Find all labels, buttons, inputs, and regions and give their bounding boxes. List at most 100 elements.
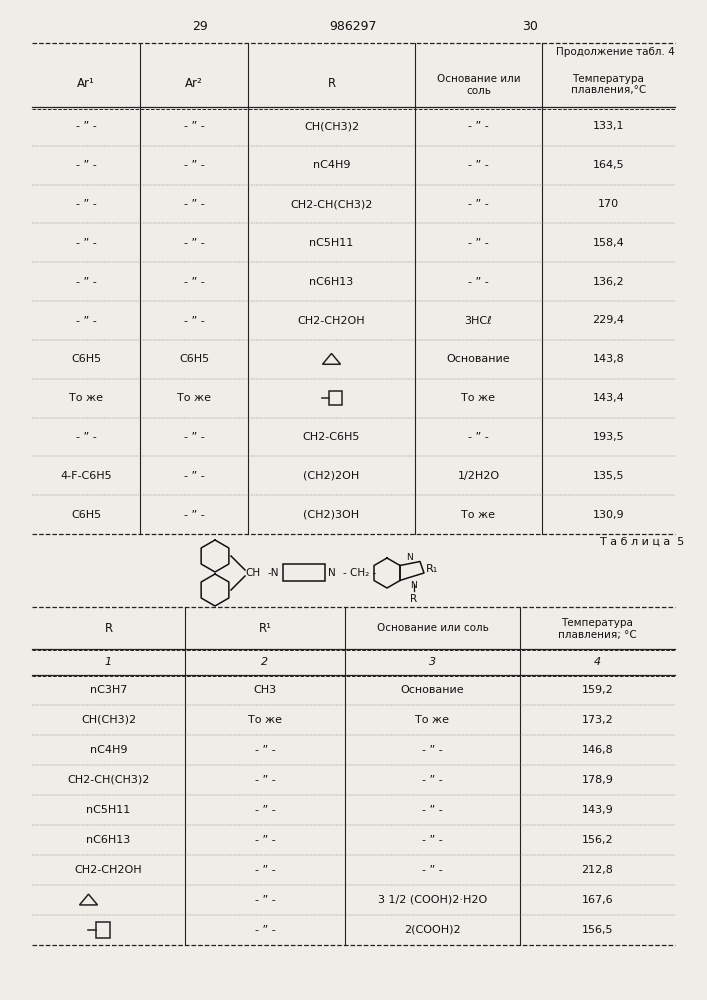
Text: То же: То же <box>462 393 496 403</box>
Text: - ” -: - ” - <box>184 160 204 170</box>
Text: nC5H11: nC5H11 <box>310 238 354 248</box>
Text: - ” -: - ” - <box>255 895 275 905</box>
Text: Ar²: Ar² <box>185 77 203 90</box>
Text: - ” -: - ” - <box>468 160 489 170</box>
Text: N: N <box>411 582 417 590</box>
Text: CH: CH <box>245 568 260 578</box>
Text: 2(COOH)2: 2(COOH)2 <box>404 925 461 935</box>
Text: - ” -: - ” - <box>76 238 96 248</box>
Text: То же: То же <box>69 393 103 403</box>
Text: 29: 29 <box>192 19 208 32</box>
Text: 156,5: 156,5 <box>582 925 613 935</box>
Text: - ” -: - ” - <box>468 277 489 287</box>
Text: 3: 3 <box>429 657 436 667</box>
Text: То же: То же <box>248 715 282 725</box>
Text: 4-F-C6H5: 4-F-C6H5 <box>60 471 112 481</box>
Text: - ” -: - ” - <box>184 277 204 287</box>
Text: Продолжение табл. 4: Продолжение табл. 4 <box>556 47 675 57</box>
Text: CH(CH3)2: CH(CH3)2 <box>81 715 136 725</box>
Text: 4: 4 <box>594 657 601 667</box>
Text: - ” -: - ” - <box>76 160 96 170</box>
Text: 2: 2 <box>262 657 269 667</box>
Text: - ” -: - ” - <box>255 865 275 875</box>
Text: N: N <box>328 568 336 578</box>
Text: C6H5: C6H5 <box>71 510 101 520</box>
Text: (CH2)2OH: (CH2)2OH <box>303 471 360 481</box>
Text: R: R <box>411 594 418 604</box>
Text: - ” -: - ” - <box>76 316 96 326</box>
Text: - ” -: - ” - <box>184 471 204 481</box>
Text: - ” -: - ” - <box>184 199 204 209</box>
Text: Основание или: Основание или <box>437 75 520 85</box>
Text: Основание или соль: Основание или соль <box>377 623 489 633</box>
Text: nC4H9: nC4H9 <box>90 745 127 755</box>
Text: C6H5: C6H5 <box>179 354 209 364</box>
Text: 3HCℓ: 3HCℓ <box>464 316 492 326</box>
Text: - ” -: - ” - <box>468 432 489 442</box>
Text: - ” -: - ” - <box>255 745 275 755</box>
Text: 159,2: 159,2 <box>582 685 614 695</box>
Text: 143,9: 143,9 <box>582 805 614 815</box>
Text: CH2-CH2OH: CH2-CH2OH <box>75 865 142 875</box>
Text: 1: 1 <box>105 657 112 667</box>
Text: CH2-CH(CH3)2: CH2-CH(CH3)2 <box>291 199 373 209</box>
Text: - ” -: - ” - <box>468 238 489 248</box>
Text: - ” -: - ” - <box>468 199 489 209</box>
Text: соль: соль <box>466 86 491 96</box>
Text: плавления; °C: плавления; °C <box>558 630 637 640</box>
Text: - ” -: - ” - <box>422 745 443 755</box>
Text: - ” -: - ” - <box>76 432 96 442</box>
Text: nC4H9: nC4H9 <box>312 160 350 170</box>
Bar <box>283 564 325 581</box>
Text: Температура: Температура <box>573 75 645 85</box>
Text: 170: 170 <box>598 199 619 209</box>
Text: R¹: R¹ <box>259 621 271 635</box>
Text: nC5H11: nC5H11 <box>86 805 131 815</box>
Text: 178,9: 178,9 <box>582 775 614 785</box>
Text: 229,4: 229,4 <box>592 316 624 326</box>
Bar <box>96 922 110 938</box>
Text: 212,8: 212,8 <box>582 865 614 875</box>
Bar <box>329 391 342 405</box>
Text: 158,4: 158,4 <box>592 238 624 248</box>
Text: плавления,°C: плавления,°C <box>571 86 646 96</box>
Text: 986297: 986297 <box>329 19 377 32</box>
Text: Т а б л и ц а  5: Т а б л и ц а 5 <box>600 537 684 547</box>
Text: CH2-CH(CH3)2: CH2-CH(CH3)2 <box>67 775 150 785</box>
Text: Основание: Основание <box>401 685 464 695</box>
Text: Основание: Основание <box>447 354 510 364</box>
Text: CH2-CH2OH: CH2-CH2OH <box>298 316 366 326</box>
Text: - ” -: - ” - <box>76 277 96 287</box>
Text: 164,5: 164,5 <box>592 160 624 170</box>
Text: R: R <box>105 621 112 635</box>
Text: (CH2)3OH: (CH2)3OH <box>303 510 360 520</box>
Text: N: N <box>407 554 414 562</box>
Text: 143,8: 143,8 <box>592 354 624 364</box>
Text: CH3: CH3 <box>253 685 276 695</box>
Text: CH2-C6H5: CH2-C6H5 <box>303 432 360 442</box>
Text: 1/2H2O: 1/2H2O <box>457 471 500 481</box>
Text: - CH₂ -: - CH₂ - <box>343 568 376 578</box>
Text: 136,2: 136,2 <box>592 277 624 287</box>
Text: - ” -: - ” - <box>422 835 443 845</box>
Text: То же: То же <box>462 510 496 520</box>
Text: - ” -: - ” - <box>422 865 443 875</box>
Text: Ar¹: Ar¹ <box>77 77 95 90</box>
Text: - ” -: - ” - <box>184 121 204 131</box>
Text: 173,2: 173,2 <box>582 715 614 725</box>
Text: C6H5: C6H5 <box>71 354 101 364</box>
Text: - ” -: - ” - <box>76 121 96 131</box>
Text: 135,5: 135,5 <box>592 471 624 481</box>
Text: nC6H13: nC6H13 <box>310 277 354 287</box>
Text: - ” -: - ” - <box>255 835 275 845</box>
Text: - ” -: - ” - <box>255 775 275 785</box>
Text: - ” -: - ” - <box>76 199 96 209</box>
Text: - ” -: - ” - <box>422 775 443 785</box>
Text: - ” -: - ” - <box>468 121 489 131</box>
Text: 3 1/2 (COOH)2·H2O: 3 1/2 (COOH)2·H2O <box>378 895 487 905</box>
Text: Температура: Температура <box>561 618 633 628</box>
Text: 193,5: 193,5 <box>592 432 624 442</box>
Text: 167,6: 167,6 <box>582 895 613 905</box>
Text: - ” -: - ” - <box>184 432 204 442</box>
Text: -N: -N <box>268 568 279 578</box>
